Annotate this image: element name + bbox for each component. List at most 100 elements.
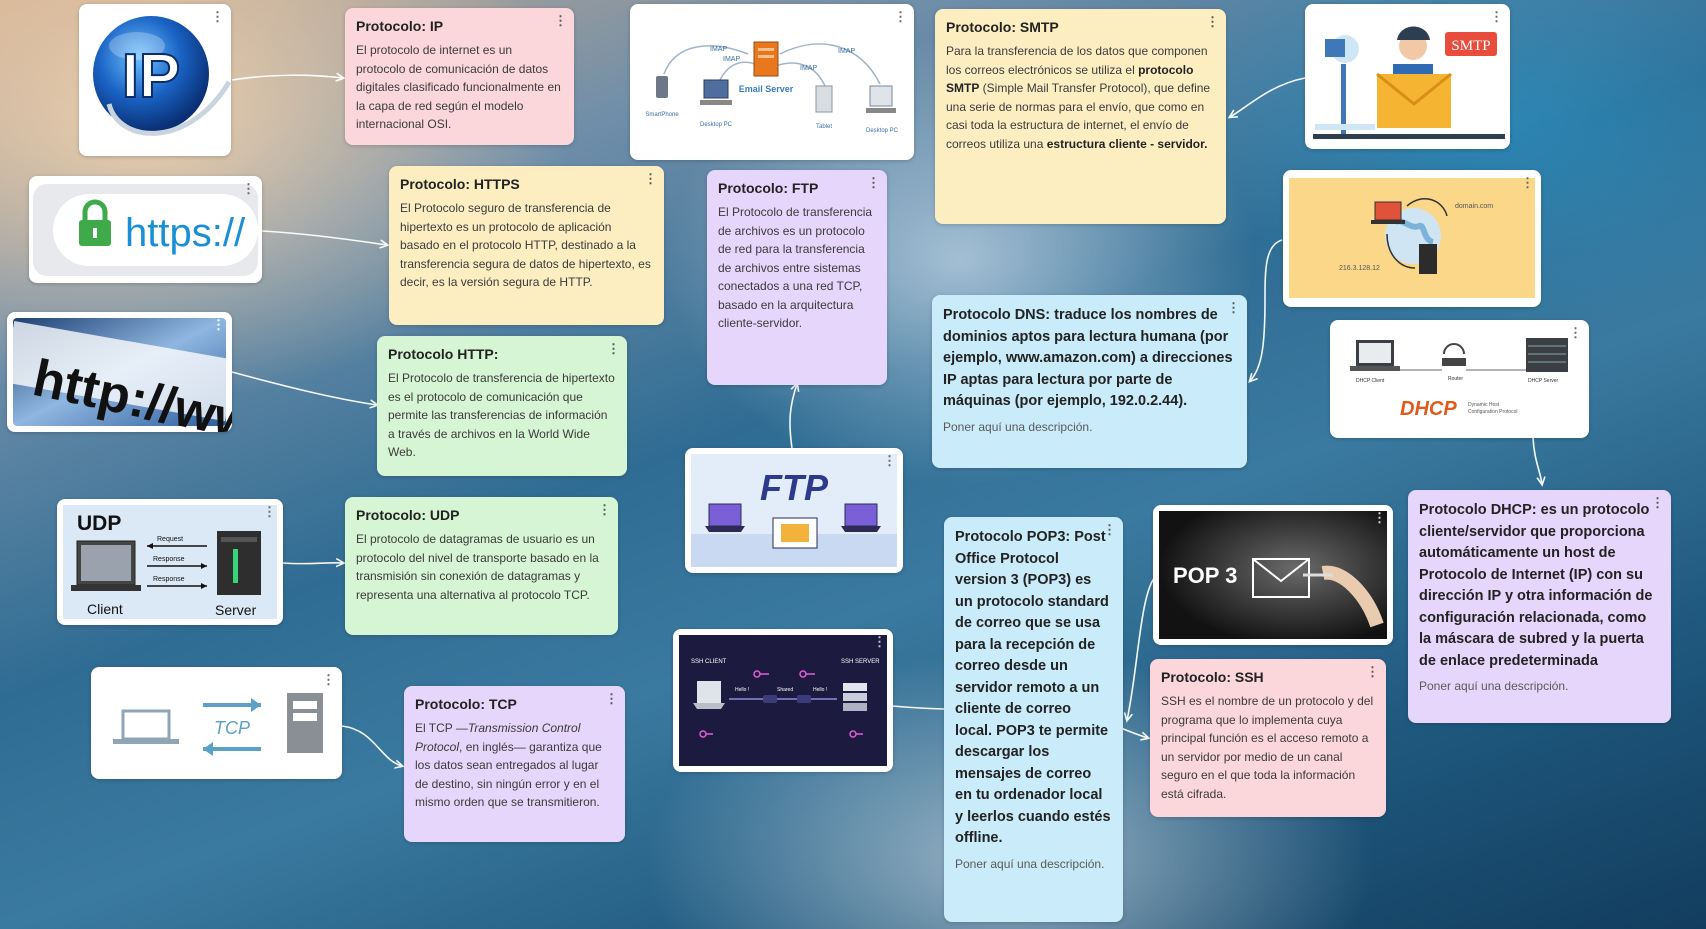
card-menu-icon[interactable]: ⋮ bbox=[607, 341, 620, 356]
card-menu-icon[interactable]: ⋮ bbox=[1490, 9, 1503, 24]
card-https[interactable]: ⋮ Protocolo: HTTPS El Protocolo seguro d… bbox=[389, 166, 664, 325]
http-image-card[interactable]: ⋮ http://ww bbox=[7, 312, 232, 432]
card-title: Protocolo DHCP: es un protocolo cliente/… bbox=[1419, 502, 1653, 669]
https-address-image: https:// bbox=[33, 184, 258, 276]
ssh-image-card[interactable]: ⋮ SSH CLIENT SSH SERVER Hello ! Shared H… bbox=[673, 629, 893, 772]
card-title: Protocolo: TCP bbox=[415, 696, 517, 712]
card-menu-icon[interactable]: ⋮ bbox=[598, 502, 611, 517]
card-body: El TCP —Transmission Control Protocol, e… bbox=[415, 721, 602, 809]
card-title: Protocolo: HTTPS bbox=[400, 176, 520, 192]
dns-image-card[interactable]: ⋮ domain.com 216.3.128.12 bbox=[1283, 170, 1541, 307]
connector-smtp bbox=[1230, 77, 1306, 117]
smartphone-label: SmartPhone bbox=[645, 112, 679, 118]
tcp-image-card[interactable]: ⋮ TCP bbox=[91, 667, 342, 779]
smtp-image-card[interactable]: ⋮ SMTP bbox=[1305, 4, 1510, 149]
http-address-image: http://ww bbox=[7, 318, 232, 432]
card-ip[interactable]: ⋮ Protocolo: IP El protocolo de internet… bbox=[345, 8, 574, 145]
dhcp-router-label: Router bbox=[1448, 376, 1463, 382]
connector-tcp bbox=[341, 725, 402, 766]
pop3-illustration: POP 3 bbox=[1159, 511, 1387, 639]
https-image-card[interactable]: ⋮ https:// bbox=[29, 176, 262, 283]
udp-server-label: Server bbox=[215, 602, 257, 618]
card-body: SSH es el nombre de un protocolo y del p… bbox=[1161, 694, 1374, 801]
email-server-image-card[interactable]: ⋮ IMAP IMAP IMAP IMAP Email Server Smart… bbox=[630, 4, 914, 160]
card-title: Protocolo: SSH bbox=[1161, 669, 1264, 685]
card-udp[interactable]: ⋮ Protocolo: UDP El protocolo de datagra… bbox=[345, 497, 618, 635]
card-title: Protocolo: SMTP bbox=[946, 19, 1059, 35]
card-menu-icon[interactable]: ⋮ bbox=[554, 13, 567, 28]
ssh-shared-label: Shared bbox=[777, 687, 793, 693]
pop3-image-card[interactable]: ⋮ POP 3 bbox=[1153, 505, 1393, 645]
card-menu-icon[interactable]: ⋮ bbox=[212, 317, 225, 332]
udp-title: UDP bbox=[77, 512, 121, 535]
card-menu-icon[interactable]: ⋮ bbox=[1103, 522, 1116, 537]
connector-dns bbox=[1250, 239, 1283, 381]
card-ssh[interactable]: ⋮ Protocolo: SSH SSH es el nombre de un … bbox=[1150, 659, 1386, 817]
card-menu-icon[interactable]: ⋮ bbox=[1366, 664, 1379, 679]
udp-diagram-image: UDP Client Server Request Response Respo… bbox=[63, 505, 277, 619]
dns-diagram-image: domain.com 216.3.128.12 bbox=[1289, 178, 1535, 298]
card-ftp[interactable]: ⋮ Protocolo: FTP El Protocolo de transfe… bbox=[707, 170, 887, 385]
card-menu-icon[interactable]: ⋮ bbox=[1227, 300, 1240, 315]
card-menu-icon[interactable]: ⋮ bbox=[1569, 325, 1582, 340]
card-body: El Protocolo de transferencia de archivo… bbox=[718, 205, 873, 330]
dhcp-logo-label: DHCP bbox=[1400, 398, 1457, 420]
dhcp-client-label: DHCP Client bbox=[1356, 378, 1385, 384]
card-menu-icon[interactable]: ⋮ bbox=[873, 634, 886, 649]
card-menu-icon[interactable]: ⋮ bbox=[605, 691, 618, 706]
card-menu-icon[interactable]: ⋮ bbox=[883, 453, 896, 468]
udp-image-card[interactable]: ⋮ UDP Client Server Request Response Res… bbox=[57, 499, 283, 625]
card-dhcp[interactable]: ⋮ Protocolo DHCP: es un protocolo client… bbox=[1408, 490, 1671, 723]
ip-globe-image: IP bbox=[93, 16, 231, 136]
email-server-label: Email Server bbox=[739, 84, 794, 94]
card-menu-icon[interactable]: ⋮ bbox=[322, 672, 335, 687]
dns-domain-label: domain.com bbox=[1455, 203, 1493, 210]
card-body: El protocolo de internet es un protocolo… bbox=[356, 43, 561, 131]
card-menu-icon[interactable]: ⋮ bbox=[1206, 14, 1219, 29]
card-menu-icon[interactable]: ⋮ bbox=[1651, 495, 1664, 510]
card-title: Protocolo: IP bbox=[356, 18, 444, 34]
ssh-diagram-image: SSH CLIENT SSH SERVER Hello ! Shared Hel… bbox=[679, 635, 887, 766]
ssh-hello-label: Hello ! bbox=[735, 687, 749, 693]
card-body: El protocolo de datagramas de usuario es… bbox=[356, 532, 599, 602]
connector-https bbox=[261, 230, 387, 245]
card-menu-icon[interactable]: ⋮ bbox=[242, 181, 255, 196]
card-menu-icon[interactable]: ⋮ bbox=[867, 175, 880, 190]
connector-ip bbox=[231, 75, 343, 80]
card-dns[interactable]: ⋮ Protocolo DNS: traduce los nombres de … bbox=[932, 295, 1247, 468]
tcp-diagram-image: TCP bbox=[113, 693, 323, 756]
card-menu-icon[interactable]: ⋮ bbox=[263, 504, 276, 519]
ssh-client-label: SSH CLIENT bbox=[691, 659, 727, 665]
card-menu-icon[interactable]: ⋮ bbox=[1373, 510, 1386, 525]
connector-http bbox=[231, 371, 377, 405]
ftp-image-card[interactable]: ⋮ FTP bbox=[685, 448, 903, 573]
card-smtp[interactable]: ⋮ Protocolo: SMTP Para la transferencia … bbox=[935, 9, 1226, 224]
dhcp-sub-label: Dynamic Host bbox=[1468, 402, 1500, 408]
ip-image-card[interactable]: ⋮ IP bbox=[79, 4, 231, 156]
card-body: Para la transferencia de los datos que c… bbox=[946, 44, 1211, 151]
connector-dhcp bbox=[1532, 436, 1542, 484]
dhcp-diagram-image: DHCP Client Router DHCP Server DHCP Dyna… bbox=[1350, 338, 1568, 420]
card-pop3[interactable]: ⋮ Protocolo POP3: Post Office Protocol v… bbox=[944, 517, 1123, 922]
connector-udp bbox=[282, 563, 343, 564]
card-title: Protocolo DNS: traduce los nombres de do… bbox=[943, 307, 1233, 409]
card-menu-icon[interactable]: ⋮ bbox=[894, 9, 907, 24]
tablet-label: Tablet bbox=[816, 124, 832, 130]
card-description: Poner aquí una descripción. bbox=[1419, 679, 1569, 693]
ftp-image-label: FTP bbox=[760, 467, 829, 508]
ssh-hello-label: Hello ! bbox=[813, 687, 827, 693]
desktop-label: Desktop PC bbox=[866, 128, 899, 134]
card-tcp[interactable]: ⋮ Protocolo: TCP El TCP —Transmission Co… bbox=[404, 686, 625, 842]
dhcp-server-label: DHCP Server bbox=[1528, 378, 1559, 384]
ftp-illustration: FTP bbox=[691, 454, 897, 567]
imap-label: IMAP bbox=[710, 46, 727, 53]
card-http[interactable]: ⋮ Protocolo HTTP: El Protocolo de transf… bbox=[377, 336, 627, 476]
dhcp-image-card[interactable]: ⋮ DHCP Client Router DHCP Server DHCP Dy… bbox=[1330, 320, 1589, 438]
card-menu-icon[interactable]: ⋮ bbox=[211, 9, 224, 24]
card-menu-icon[interactable]: ⋮ bbox=[1521, 175, 1534, 190]
card-menu-icon[interactable]: ⋮ bbox=[644, 171, 657, 186]
email-server-diagram: IMAP IMAP IMAP IMAP Email Server SmartPh… bbox=[645, 41, 899, 134]
imap-label: IMAP bbox=[723, 56, 740, 63]
smtp-envelope-image: SMTP bbox=[1313, 26, 1505, 139]
